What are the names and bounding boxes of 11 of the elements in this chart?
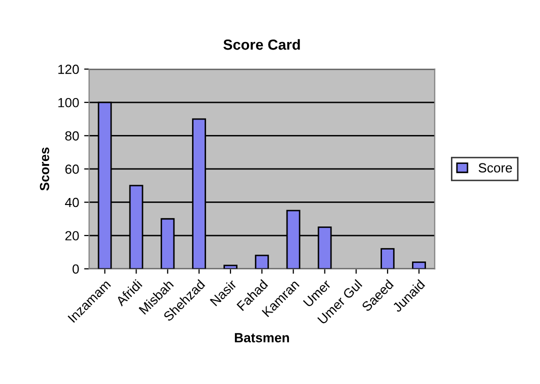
- y-axis-title: Scores: [40, 147, 50, 191]
- legend-label: Score: [478, 163, 512, 172]
- x-axis-title: Batsmen: [234, 333, 289, 342]
- y-tick-label: 0: [72, 264, 79, 274]
- y-tick-label: 100: [58, 98, 79, 108]
- y-tick-label: 80: [65, 131, 79, 141]
- y-tick-label: 40: [65, 198, 79, 208]
- y-tick-label: 20: [65, 231, 79, 240]
- chart-title: Score Card: [223, 39, 300, 50]
- y-tick-label: 120: [58, 64, 79, 74]
- y-tick-label: 60: [65, 164, 79, 174]
